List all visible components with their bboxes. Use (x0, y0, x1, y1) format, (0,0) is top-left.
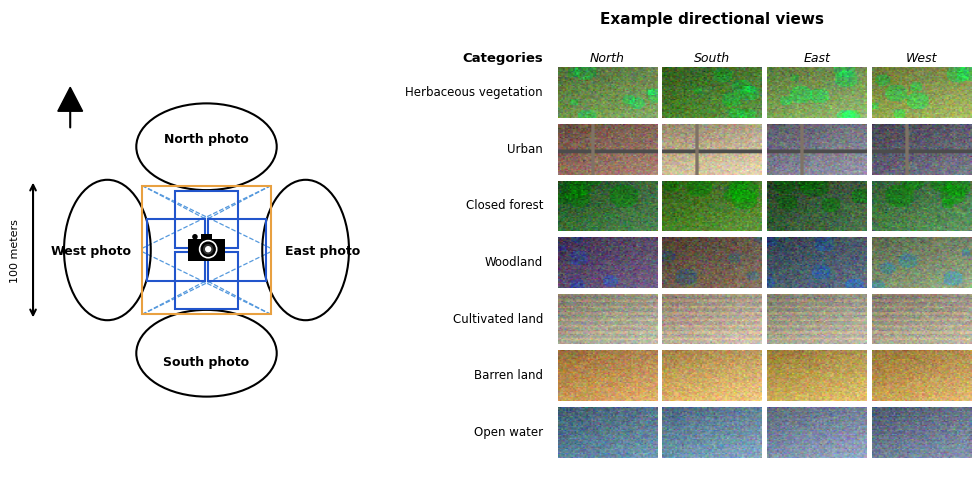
Bar (142, 186, 271, 315)
Bar (200, 235, 212, 240)
Text: Example directional views: Example directional views (600, 13, 823, 28)
Text: North: North (589, 52, 624, 65)
Text: Cultivated land: Cultivated land (452, 312, 543, 325)
Bar (188, 240, 225, 261)
Text: Closed forest: Closed forest (466, 199, 543, 212)
Circle shape (200, 242, 215, 257)
Text: Categories: Categories (462, 52, 543, 65)
Text: Woodland: Woodland (484, 256, 543, 269)
Text: South: South (693, 52, 730, 65)
Circle shape (203, 245, 212, 254)
Text: North photo: North photo (164, 133, 248, 146)
Text: East: East (803, 52, 829, 65)
Text: Herbaceous vegetation: Herbaceous vegetation (405, 86, 543, 99)
Text: Urban: Urban (507, 143, 543, 156)
Circle shape (200, 241, 216, 259)
Bar (175, 191, 238, 249)
Text: West: West (905, 52, 937, 65)
Text: Open water: Open water (473, 425, 543, 438)
Bar (175, 252, 238, 310)
Circle shape (205, 247, 210, 252)
Text: Barren land: Barren land (473, 368, 543, 381)
Text: South photo: South photo (163, 355, 249, 368)
Bar (147, 219, 204, 282)
Text: 100 meters: 100 meters (10, 218, 20, 283)
Polygon shape (58, 88, 82, 112)
Bar (208, 219, 266, 282)
Text: East photo: East photo (285, 244, 359, 257)
Circle shape (193, 235, 197, 239)
Text: West photo: West photo (51, 244, 131, 257)
